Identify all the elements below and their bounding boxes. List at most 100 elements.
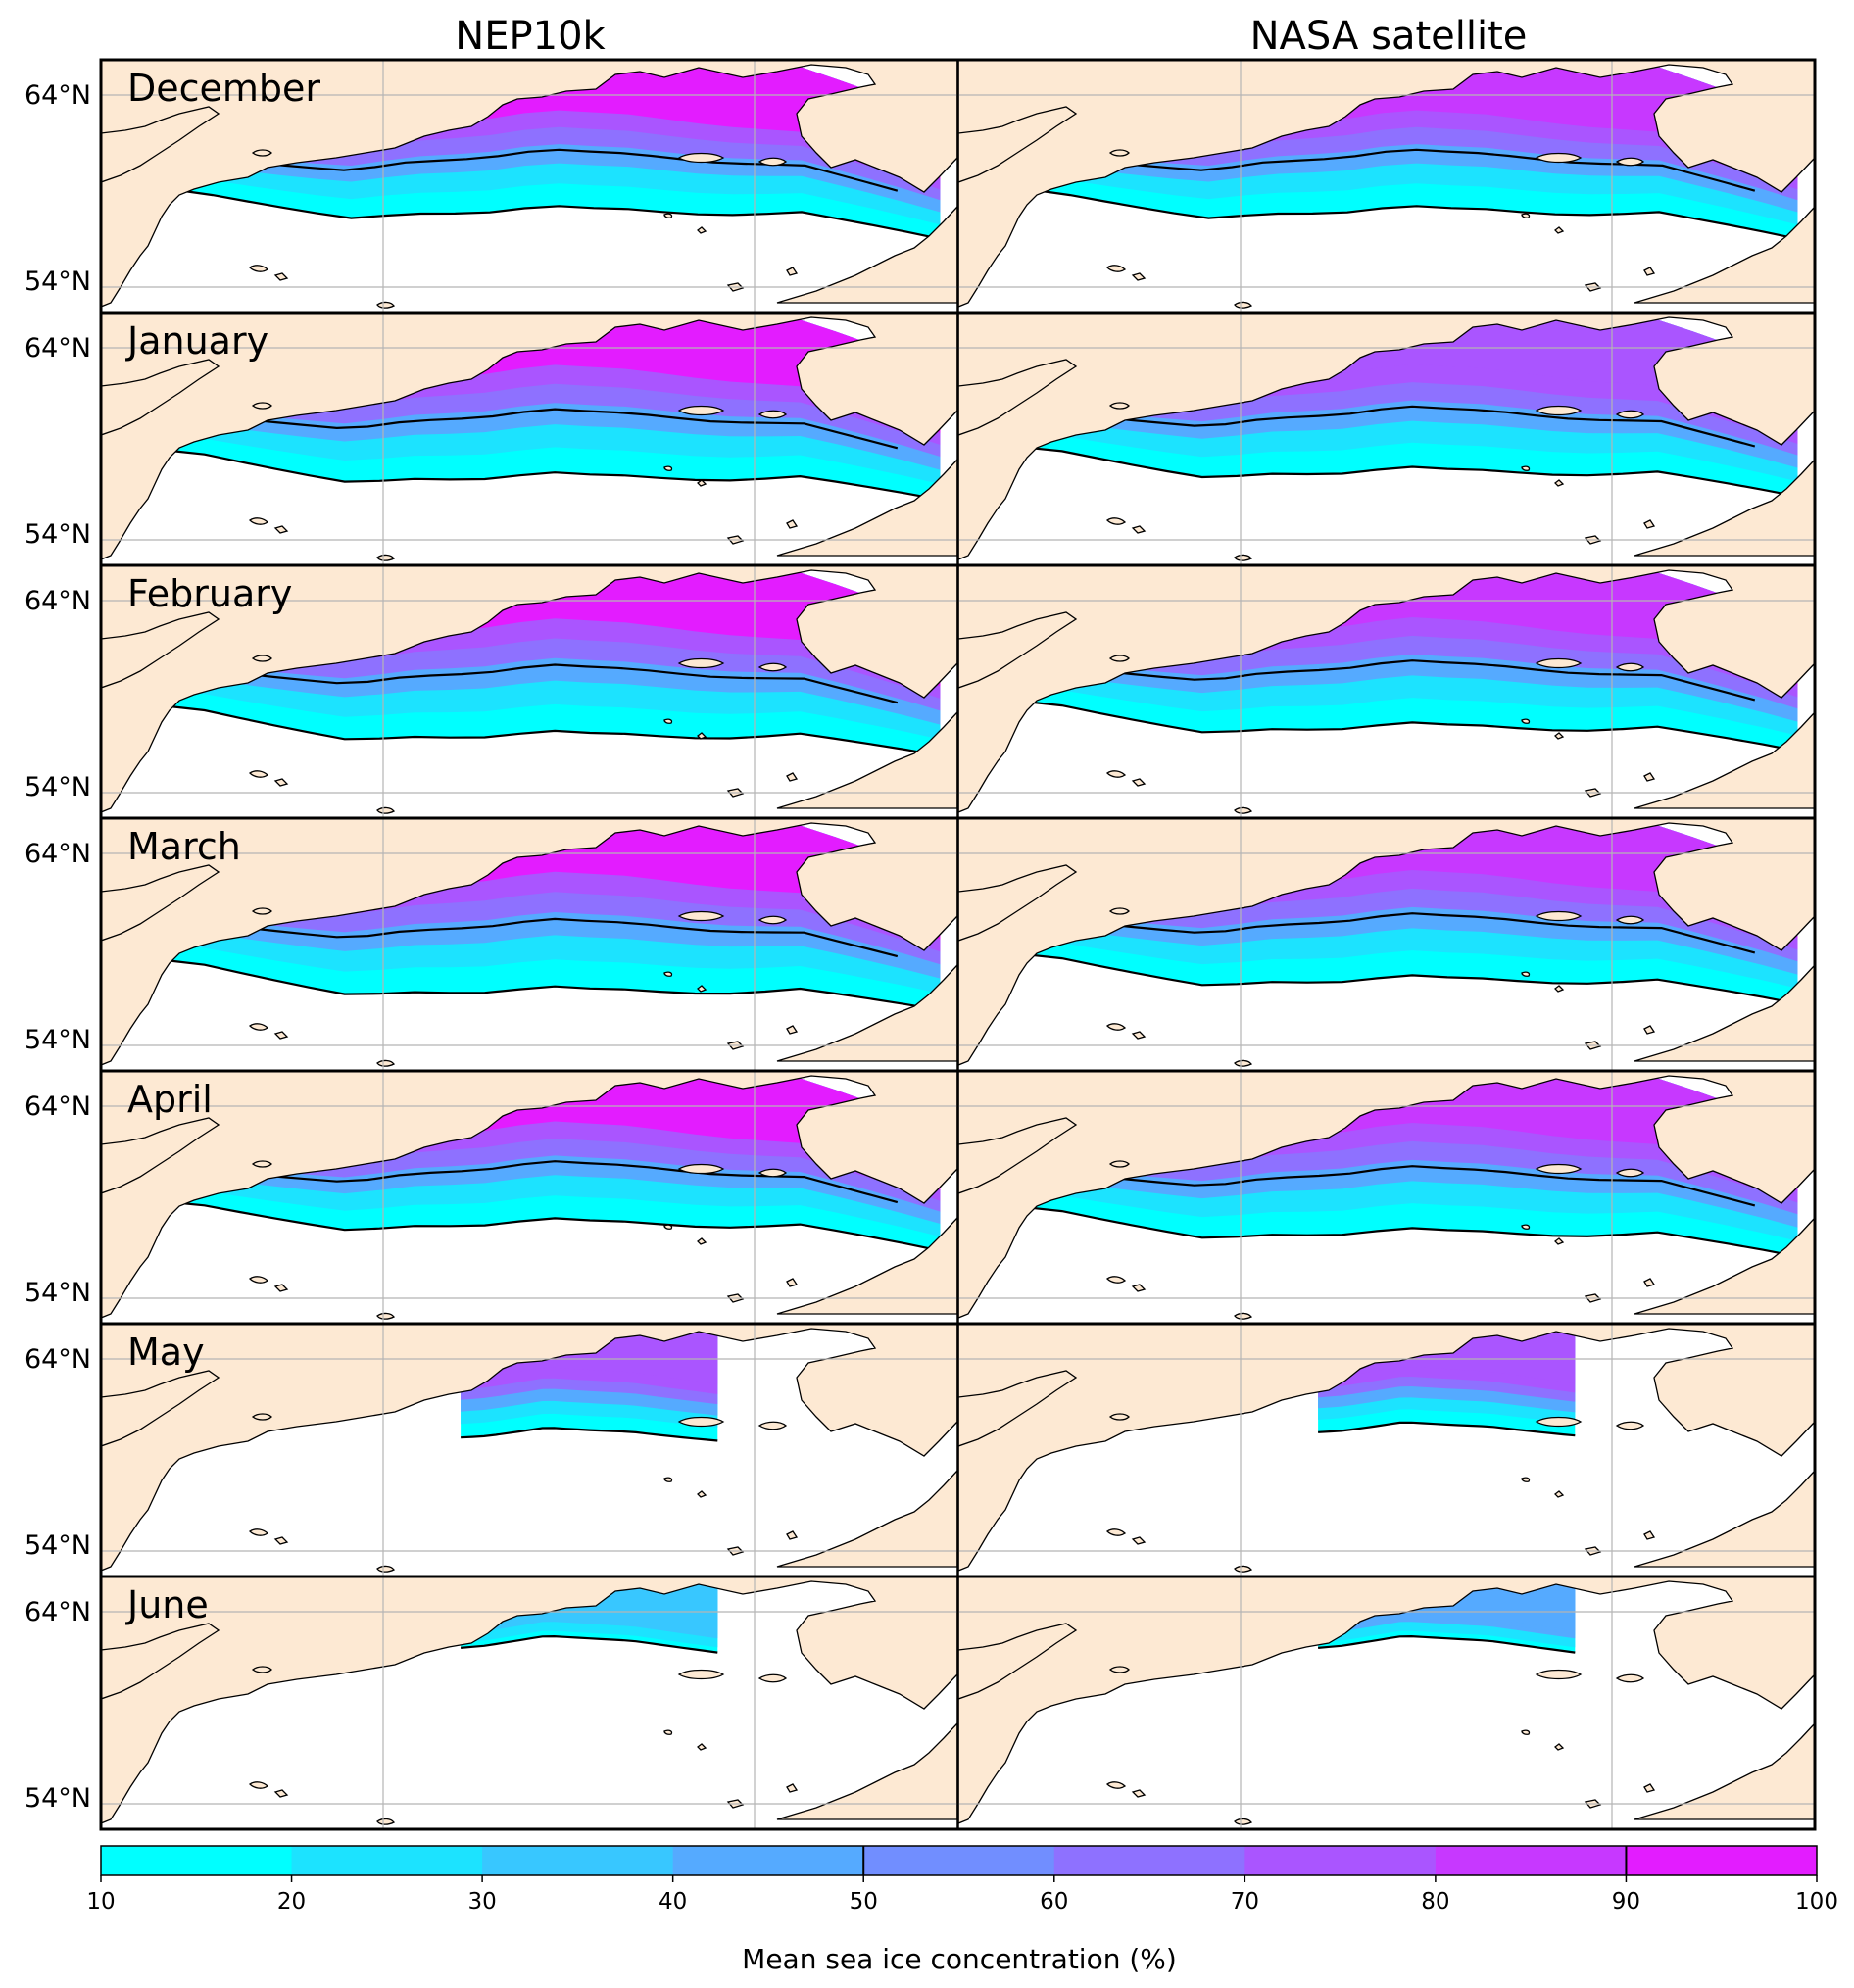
island — [1521, 213, 1531, 218]
month-label-april: April — [127, 1078, 213, 1121]
map-panel-june-satellite — [958, 1576, 1815, 1829]
land-kamchatka — [101, 611, 220, 689]
island — [1554, 1743, 1565, 1751]
island — [251, 1666, 272, 1673]
island — [1643, 772, 1656, 782]
colorbar-tick-label: 40 — [659, 1889, 687, 1915]
island — [757, 662, 788, 672]
island — [1234, 1059, 1252, 1067]
island — [273, 778, 289, 787]
land-kamchatka — [958, 611, 1078, 689]
island — [1535, 1416, 1583, 1428]
map-panel-march-satellite — [958, 818, 1815, 1071]
island — [1108, 149, 1130, 157]
island — [697, 1743, 707, 1751]
colorbar-tick-label: 50 — [850, 1889, 878, 1915]
lat-label-54n: 54°N — [24, 1278, 91, 1308]
island — [1108, 1666, 1130, 1673]
island — [1131, 1536, 1147, 1545]
colorbar-segment — [101, 1846, 293, 1875]
map-panel-january-satellite — [958, 313, 1815, 565]
column-title-model: NEP10k — [455, 14, 606, 59]
island — [677, 405, 725, 416]
land-peninsula — [1634, 711, 1815, 809]
island — [1615, 1421, 1645, 1430]
colorbar-segment — [672, 1846, 864, 1875]
land-kamchatka — [958, 359, 1078, 436]
ice-edge-contour — [169, 704, 941, 757]
land-mainland — [101, 1324, 957, 1572]
island — [1521, 971, 1531, 977]
island — [273, 1031, 289, 1040]
island — [376, 1818, 395, 1825]
island — [1131, 525, 1147, 534]
island — [663, 213, 673, 218]
island — [248, 1528, 269, 1536]
island — [1615, 410, 1645, 419]
island — [1131, 1789, 1147, 1798]
map-panel-december-model: December — [101, 60, 957, 313]
island — [786, 1530, 799, 1540]
land-mainland — [958, 313, 1815, 560]
island — [1535, 1163, 1583, 1175]
colorbar-tick-label: 100 — [1795, 1889, 1838, 1915]
island — [697, 1237, 707, 1245]
colorbar-segment — [1435, 1846, 1627, 1875]
island — [1131, 778, 1147, 787]
land-mainland — [958, 1324, 1815, 1572]
island — [248, 1781, 269, 1789]
island — [376, 301, 395, 309]
island — [1535, 657, 1583, 669]
island — [376, 1565, 395, 1573]
island — [1105, 770, 1127, 778]
island — [1554, 226, 1565, 234]
island — [1521, 1729, 1531, 1735]
land-peninsula — [1634, 206, 1815, 304]
ice-edge-contour — [1026, 953, 1798, 1005]
island — [1643, 1025, 1656, 1035]
island — [1108, 1160, 1130, 1168]
colorbar-segment — [291, 1846, 483, 1875]
land-kamchatka — [101, 1117, 220, 1194]
island — [1105, 265, 1127, 272]
lat-label-64n: 64°N — [24, 586, 91, 616]
land-peninsula — [1634, 1217, 1815, 1315]
colorbar-tick-label: 10 — [86, 1889, 115, 1915]
ice-edge-contour — [1035, 189, 1798, 240]
colorbar-segment — [1626, 1846, 1818, 1875]
contour-50 — [220, 148, 899, 192]
island — [757, 1168, 788, 1178]
island — [1615, 1168, 1645, 1178]
lat-label-64n: 64°N — [24, 1344, 91, 1375]
island — [677, 1163, 725, 1175]
island — [1234, 806, 1252, 814]
contour-50 — [1069, 1165, 1756, 1207]
ice-edge-contour — [177, 189, 941, 240]
colorbar-tick-label: 90 — [1612, 1889, 1640, 1915]
island — [376, 1059, 395, 1067]
island — [1131, 1284, 1147, 1292]
contour-50 — [212, 1160, 899, 1204]
island — [1105, 1528, 1127, 1536]
map-panel-april-satellite — [958, 1071, 1815, 1324]
island — [1105, 517, 1127, 525]
land-mainland — [101, 1576, 957, 1824]
contour-50 — [212, 917, 899, 958]
map-panel-february-satellite — [958, 565, 1815, 818]
land-peninsula — [1634, 964, 1815, 1062]
colorbar: 10 20 30 40 50 60 70 80 90 100 — [86, 1845, 1838, 1915]
land-mainland — [958, 1071, 1815, 1319]
island — [677, 1416, 725, 1428]
island — [757, 1421, 788, 1430]
island — [1234, 1312, 1252, 1320]
island — [757, 915, 788, 925]
island — [757, 1673, 788, 1683]
island — [1108, 402, 1130, 410]
colorbar-tick-label: 20 — [277, 1889, 306, 1915]
island — [251, 655, 272, 662]
colorbar-segment — [482, 1846, 674, 1875]
island — [1554, 985, 1565, 993]
island — [1521, 718, 1531, 724]
island — [663, 1224, 673, 1230]
